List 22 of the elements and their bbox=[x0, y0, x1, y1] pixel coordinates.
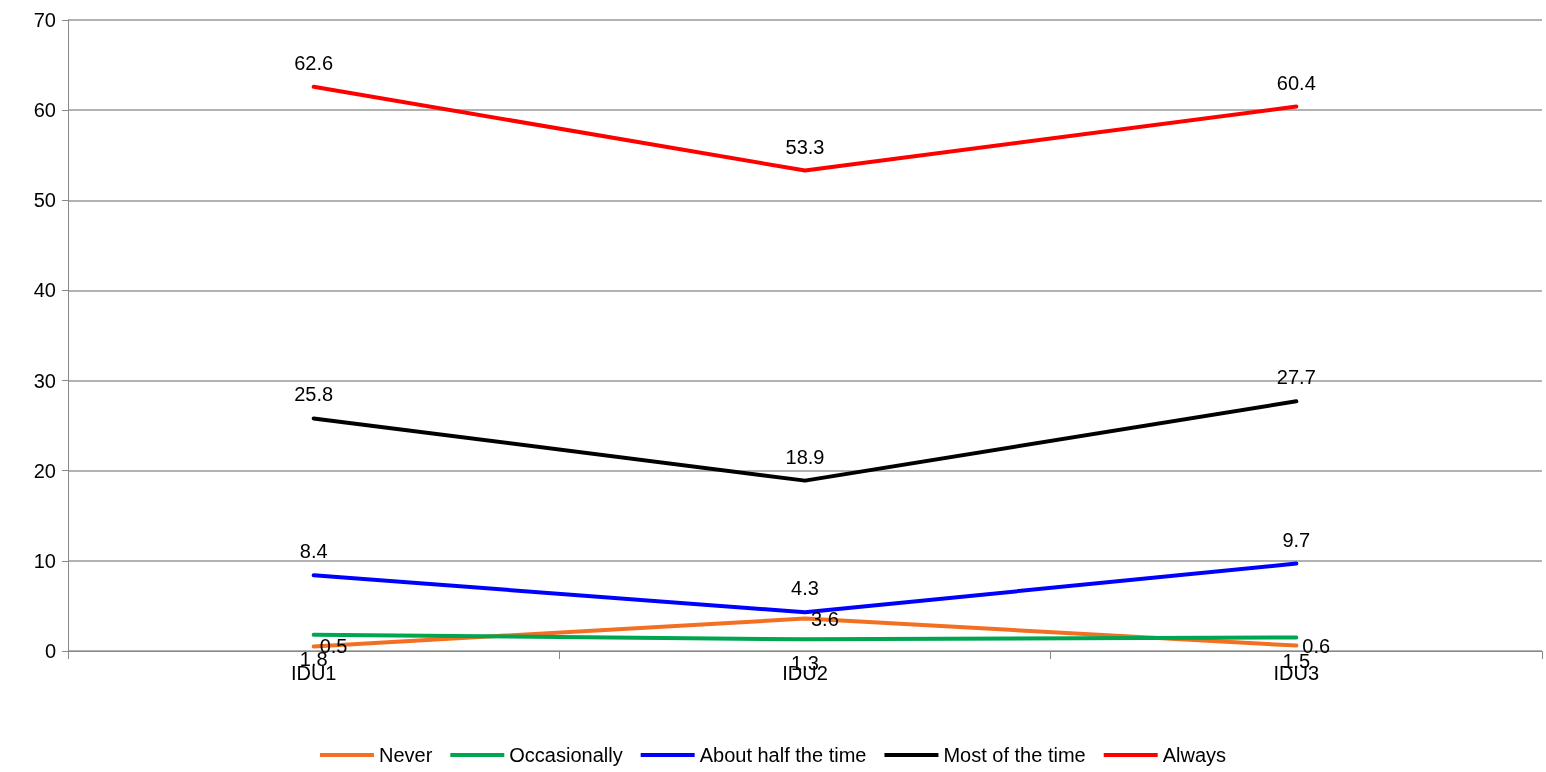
data-label: 8.4 bbox=[299, 540, 328, 563]
y-tick-label: 50 bbox=[33, 189, 56, 212]
data-label: 4.3 bbox=[791, 577, 819, 600]
y-tick-label: 30 bbox=[33, 369, 56, 392]
legend-label: Never bbox=[378, 744, 433, 766]
data-label: 62.6 bbox=[294, 51, 334, 74]
y-tick-label: 20 bbox=[33, 459, 56, 482]
legend-label: Always bbox=[1162, 744, 1227, 766]
data-label: 9.7 bbox=[1282, 528, 1311, 551]
y-tick-label: 10 bbox=[33, 549, 56, 572]
data-label: 25.8 bbox=[294, 383, 334, 406]
data-label: 53.3 bbox=[785, 135, 825, 158]
y-tick-label: 60 bbox=[33, 99, 56, 122]
y-tick-label: 70 bbox=[33, 9, 56, 31]
legend-label: Occasionally bbox=[509, 744, 623, 766]
data-label: 60.4 bbox=[1276, 71, 1316, 94]
y-tick-label: 0 bbox=[44, 640, 56, 662]
y-tick-label: 40 bbox=[33, 279, 56, 302]
data-label: 27.7 bbox=[1276, 366, 1316, 389]
legend-label: Most of the time bbox=[943, 744, 1086, 766]
data-label: 18.9 bbox=[785, 445, 825, 468]
legend-label: About half the time bbox=[699, 744, 867, 766]
